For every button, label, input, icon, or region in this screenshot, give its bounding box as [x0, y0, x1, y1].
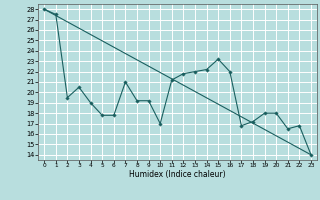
X-axis label: Humidex (Indice chaleur): Humidex (Indice chaleur) [129, 170, 226, 179]
